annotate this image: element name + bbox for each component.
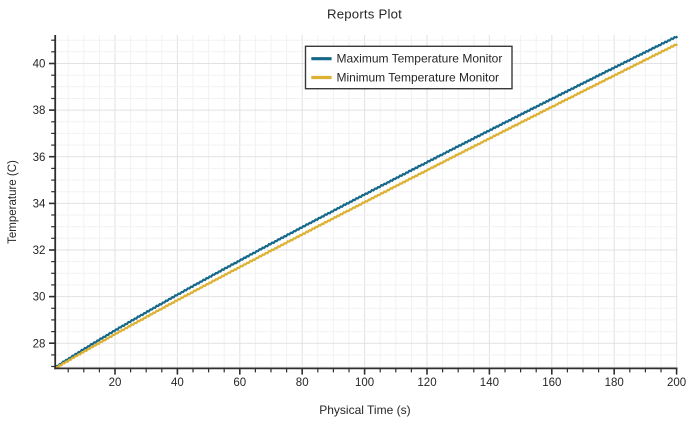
svg-text:180: 180 xyxy=(605,377,624,389)
svg-text:34: 34 xyxy=(33,199,46,211)
svg-text:160: 160 xyxy=(542,377,561,389)
svg-text:30: 30 xyxy=(33,292,46,304)
svg-text:36: 36 xyxy=(33,152,46,164)
svg-text:120: 120 xyxy=(417,377,436,389)
svg-text:40: 40 xyxy=(33,59,46,71)
svg-text:28: 28 xyxy=(33,338,46,350)
svg-text:140: 140 xyxy=(480,377,499,389)
svg-text:100: 100 xyxy=(355,377,374,389)
svg-text:40: 40 xyxy=(171,377,184,389)
svg-text:60: 60 xyxy=(233,377,246,389)
svg-text:Minimum Temperature Monitor: Minimum Temperature Monitor xyxy=(337,70,500,84)
svg-text:80: 80 xyxy=(296,377,309,389)
svg-text:Reports Plot: Reports Plot xyxy=(327,7,402,22)
svg-text:32: 32 xyxy=(33,245,46,257)
svg-text:38: 38 xyxy=(33,105,46,117)
svg-text:200: 200 xyxy=(667,377,686,389)
svg-text:Temperature (C): Temperature (C) xyxy=(7,160,19,244)
svg-text:Physical Time (s): Physical Time (s) xyxy=(319,403,410,417)
svg-text:20: 20 xyxy=(109,377,122,389)
svg-text:Maximum Temperature Monitor: Maximum Temperature Monitor xyxy=(337,52,503,66)
